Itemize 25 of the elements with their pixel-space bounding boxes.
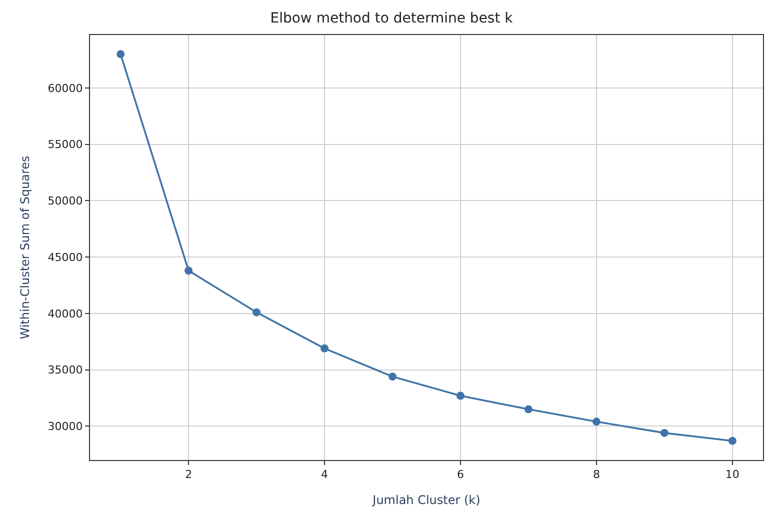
y-tick-label: 30000	[48, 420, 83, 434]
y-tick-label: 45000	[48, 250, 83, 264]
x-tick-label: 2	[185, 468, 192, 482]
point	[184, 266, 193, 275]
y-tick-label: 35000	[48, 364, 83, 377]
point	[728, 436, 736, 445]
point	[456, 392, 464, 400]
x-tick-label: 4	[321, 468, 328, 482]
point	[388, 372, 397, 381]
y-tick-label: 55000	[48, 138, 83, 152]
y-tick-label: 40000	[48, 307, 83, 320]
point	[592, 418, 600, 426]
point	[252, 308, 261, 316]
chart-title: Elbow method to determine best k	[270, 10, 514, 27]
point	[320, 344, 329, 352]
point	[116, 50, 125, 58]
y-tick-label: 60000	[48, 82, 83, 95]
y-tick-label: 50000	[48, 194, 83, 208]
point	[660, 428, 668, 437]
point	[524, 405, 532, 414]
x-tick-label: 10	[725, 468, 740, 482]
x-axis-title: Jumlah Cluster (k)	[372, 493, 480, 508]
x-tick-label: 8	[592, 468, 600, 482]
x-tick-label: 6	[456, 468, 464, 482]
y-axis-title: Within-Cluster Sum of Squares	[18, 156, 32, 340]
